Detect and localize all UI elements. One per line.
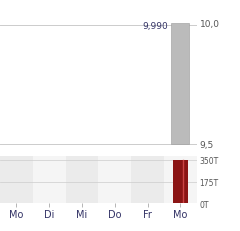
Bar — [33, 156, 66, 203]
Text: 9,990: 9,990 — [142, 22, 168, 31]
Bar — [66, 156, 98, 203]
Bar — [164, 156, 197, 203]
Bar — [0, 156, 33, 203]
Bar — [131, 156, 164, 203]
Bar — [173, 160, 188, 203]
Bar — [171, 24, 189, 144]
Bar — [98, 156, 131, 203]
